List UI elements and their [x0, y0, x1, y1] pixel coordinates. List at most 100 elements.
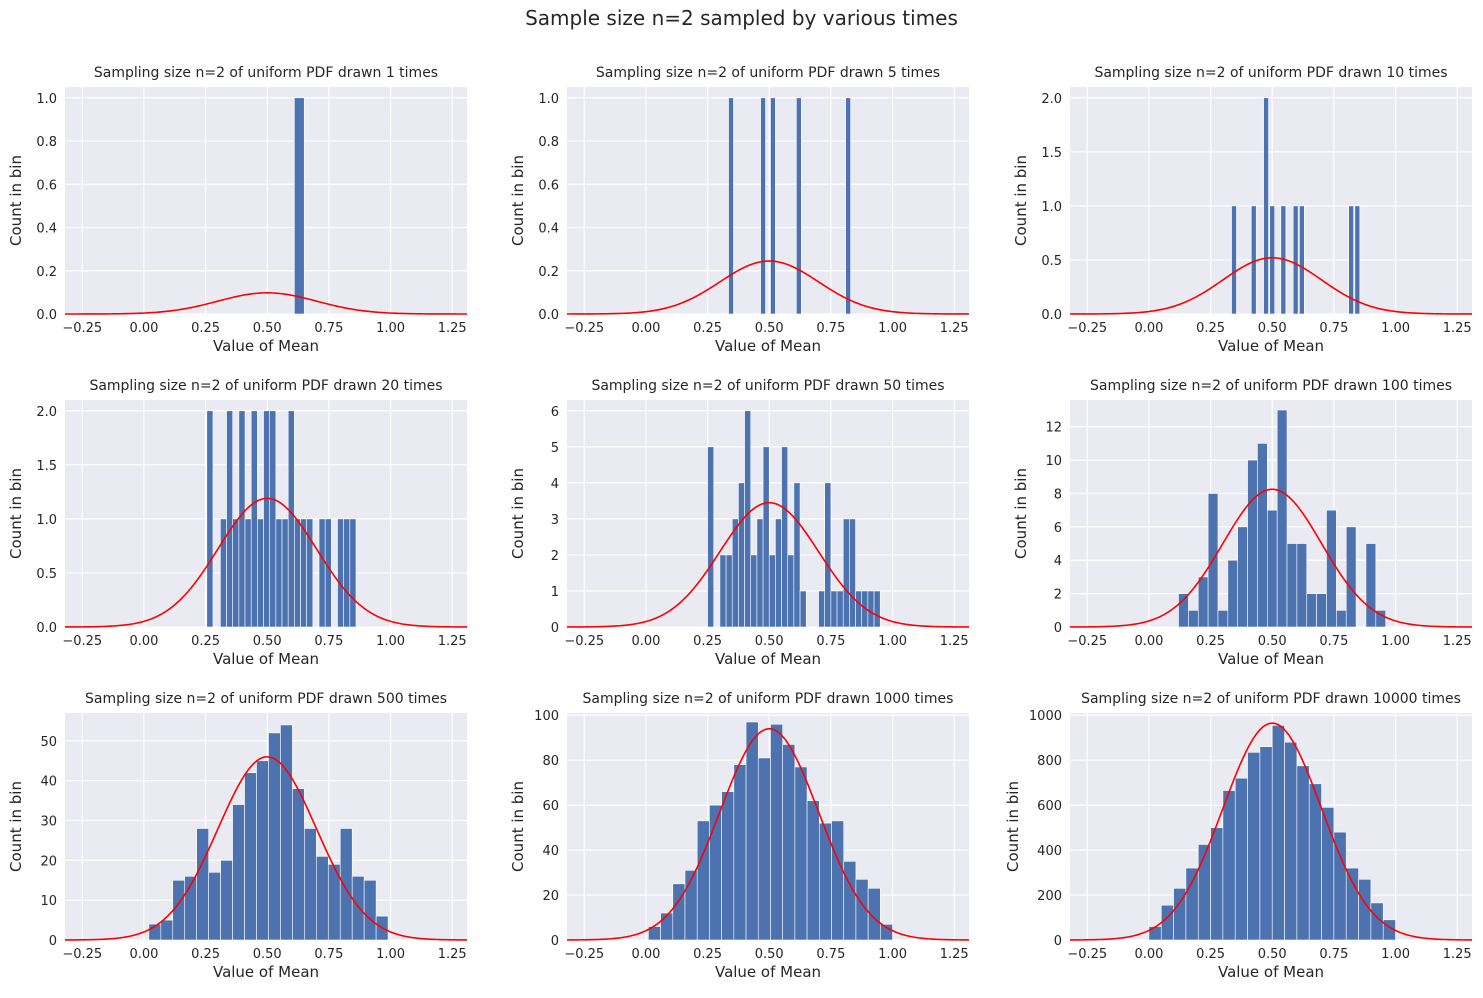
histogram-bar: [304, 828, 317, 941]
subplot-4: −0.25 0.00 0.25 0.50 0.75 1.00 1.25 0.0 0.5 1.0 1.…: [7, 378, 467, 668]
histogram-bar: [238, 410, 246, 628]
x-tick-label: 1.25: [1443, 634, 1472, 649]
histogram-bar: [849, 518, 856, 628]
y-tick-label: 40: [40, 775, 57, 790]
x-tick-label: 0.00: [1134, 947, 1163, 962]
histogram-bar: [855, 590, 863, 628]
y-tick-label: 200: [1037, 889, 1062, 904]
normal-pdf-curve: [566, 728, 970, 941]
x-tick-label: 0.25: [1196, 634, 1225, 649]
subplot-8: −0.25 0.00 0.25 0.50 0.75 1.00 1.25 0 20 40 60 80 10…: [509, 691, 970, 981]
y-tick-label: 0.2: [538, 265, 559, 280]
x-tick-label: 1.00: [1381, 634, 1410, 649]
x-tick-label: 1.25: [940, 634, 969, 649]
y-tick-label: 0.2: [36, 265, 57, 280]
histogram-bar: [1321, 807, 1335, 941]
histogram-bar: [818, 590, 826, 628]
x-tick-label: 1.00: [1381, 947, 1410, 962]
x-tick-label: 0.00: [1134, 321, 1163, 336]
y-tick-label: 6: [551, 405, 559, 420]
x-tick-label: −0.25: [62, 321, 102, 336]
histogram-bar: [337, 518, 344, 628]
x-tick-label: 0.00: [631, 634, 660, 649]
x-tick-label: 0.25: [693, 634, 722, 649]
x-axis-label: Value of Mean: [213, 963, 319, 981]
histogram-bar: [733, 764, 747, 941]
histogram-bar: [292, 788, 305, 941]
histogram-bar: [1358, 879, 1372, 941]
normal-pdf-curve: [1069, 722, 1473, 941]
x-axis-label: Value of Mean: [1218, 650, 1324, 668]
histogram-bar: [351, 875, 365, 941]
x-axis-label: Value of Mean: [213, 337, 319, 355]
subplot-title: Sampling size n=2 of uniform PDF drawn 1…: [1090, 378, 1452, 394]
histogram-bar: [1365, 543, 1377, 628]
y-axis-label: Count in bin: [7, 781, 25, 872]
y-tick-label: 2.0: [36, 405, 57, 420]
histogram-bar: [1306, 593, 1317, 628]
y-tick-label: 8: [1054, 487, 1062, 502]
y-tick-label: 4: [1054, 554, 1062, 569]
histogram-bar: [1250, 205, 1257, 315]
x-tick-label: −0.25: [564, 947, 604, 962]
x-tick-label: 0.00: [129, 947, 158, 962]
x-tick-label: 0.75: [1319, 634, 1348, 649]
plot-area: [567, 87, 969, 314]
y-tick-label: 1.5: [1041, 146, 1062, 161]
y-axis-label: Count in bin: [7, 155, 25, 246]
histogram-bar: [1234, 777, 1248, 941]
y-tick-label: 12: [1045, 421, 1062, 436]
histogram-bar: [294, 518, 301, 628]
histogram-bar: [843, 861, 857, 941]
x-tick-label: 0.50: [755, 634, 784, 649]
histogram-bar: [728, 97, 734, 315]
y-tick-label: 0.8: [36, 135, 57, 150]
histogram-bar: [721, 791, 735, 941]
histogram-bar: [263, 410, 270, 628]
x-tick-label: 0.50: [1258, 947, 1287, 962]
y-tick-label: 10: [40, 894, 57, 909]
subplot-title: Sampling size n=2 of uniform PDF drawn 1…: [94, 65, 438, 81]
y-tick-label: 2: [1054, 588, 1062, 603]
normal-pdf-curve: [1069, 257, 1472, 315]
y-tick-label: 0.4: [538, 222, 559, 237]
histogram-bar: [1333, 831, 1347, 941]
x-tick-label: 0.00: [129, 321, 158, 336]
y-tick-label: 0.6: [538, 178, 559, 193]
histogram-bar: [343, 518, 351, 628]
histogram-bar: [757, 757, 771, 941]
histogram-bar: [770, 723, 783, 941]
histogram-bar: [244, 772, 257, 941]
subplot-title: Sampling size n=2 of uniform PDF drawn 2…: [89, 378, 442, 394]
histogram-bar: [287, 410, 295, 628]
x-tick-label: 1.00: [878, 634, 907, 649]
histogram-bar: [1247, 459, 1258, 628]
y-tick-label: 40: [542, 844, 559, 859]
histogram-bar: [770, 97, 776, 315]
x-tick-label: 0.25: [1196, 947, 1225, 962]
subplot-7: −0.25 0.00 0.25 0.50 0.75 1.00 1.25 0 10 20 30 40 50…: [7, 691, 468, 981]
histogram-bar: [867, 590, 875, 628]
histogram-bar: [1276, 409, 1288, 628]
x-tick-label: 0.75: [816, 321, 845, 336]
subplot-2: −0.25 0.00 0.25 0.50 0.75 1.00 1.25 0.0 0.2 0.4 0.…: [509, 65, 970, 355]
histogram-bar: [1354, 205, 1361, 315]
y-tick-label: 1.0: [1041, 200, 1062, 215]
plot-area: [65, 87, 467, 314]
histogram-bar: [1259, 746, 1273, 941]
histogram-bar: [1237, 526, 1248, 628]
histogram-bar: [756, 518, 764, 628]
histogram-bar: [1257, 443, 1268, 628]
y-tick-label: 800: [1037, 754, 1062, 769]
histogram-bar: [672, 883, 686, 941]
y-tick-label: 1: [551, 585, 559, 600]
y-axis-label: Count in bin: [509, 155, 527, 246]
x-tick-label: −0.25: [1067, 947, 1107, 962]
histogram-bar: [244, 518, 252, 628]
x-tick-label: 0.75: [1319, 947, 1348, 962]
histogram-bar: [1185, 867, 1199, 941]
histogram-bar: [1308, 783, 1322, 941]
y-tick-label: 1.0: [36, 92, 57, 107]
subplot-title: Sampling size n=2 of uniform PDF drawn 1…: [583, 691, 954, 707]
histogram-bar: [1292, 205, 1299, 315]
